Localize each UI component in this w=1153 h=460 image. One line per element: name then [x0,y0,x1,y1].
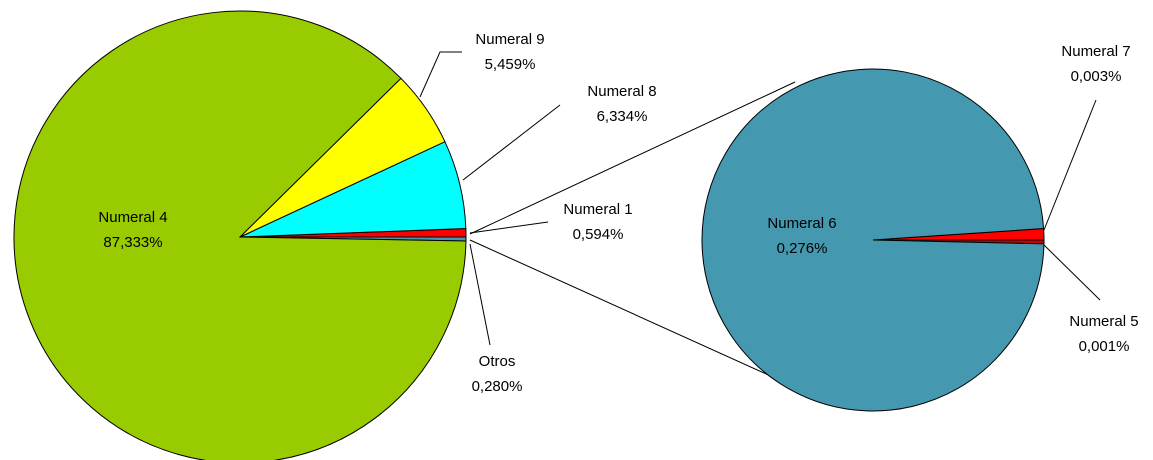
slice-label: Numeral 7 [1061,43,1130,60]
slice-label: Numeral 9 [475,31,544,48]
leader-line [469,243,491,346]
slice-label: Numeral 6 [767,215,836,232]
leader-line [1043,244,1101,301]
slice-value-label: 0,280% [472,378,523,395]
slice-value-label: 0,276% [777,240,828,257]
slice-label: Otros [479,353,516,370]
slice-label: Numeral 8 [587,83,656,100]
slice-label: Numeral 5 [1069,313,1138,330]
slice-label: Numeral 1 [563,201,632,218]
slice-value-label: 0,001% [1079,338,1130,355]
slice-value-label: 0,003% [1071,68,1122,85]
pie-slice [13,10,467,460]
leader-line [1043,99,1097,231]
slice-value-label: 87,333% [103,234,162,251]
slice-value-label: 0,594% [573,226,624,243]
leader-line [469,221,549,234]
slice-value-label: 5,459% [485,56,536,73]
slice-value-label: 6,334% [597,108,648,125]
connector-line [469,81,796,235]
slice-label: Numeral 4 [98,209,167,226]
leader-line [462,104,561,181]
pie-slice [701,68,1045,412]
leader-line [419,51,462,98]
connector-line [469,239,776,379]
